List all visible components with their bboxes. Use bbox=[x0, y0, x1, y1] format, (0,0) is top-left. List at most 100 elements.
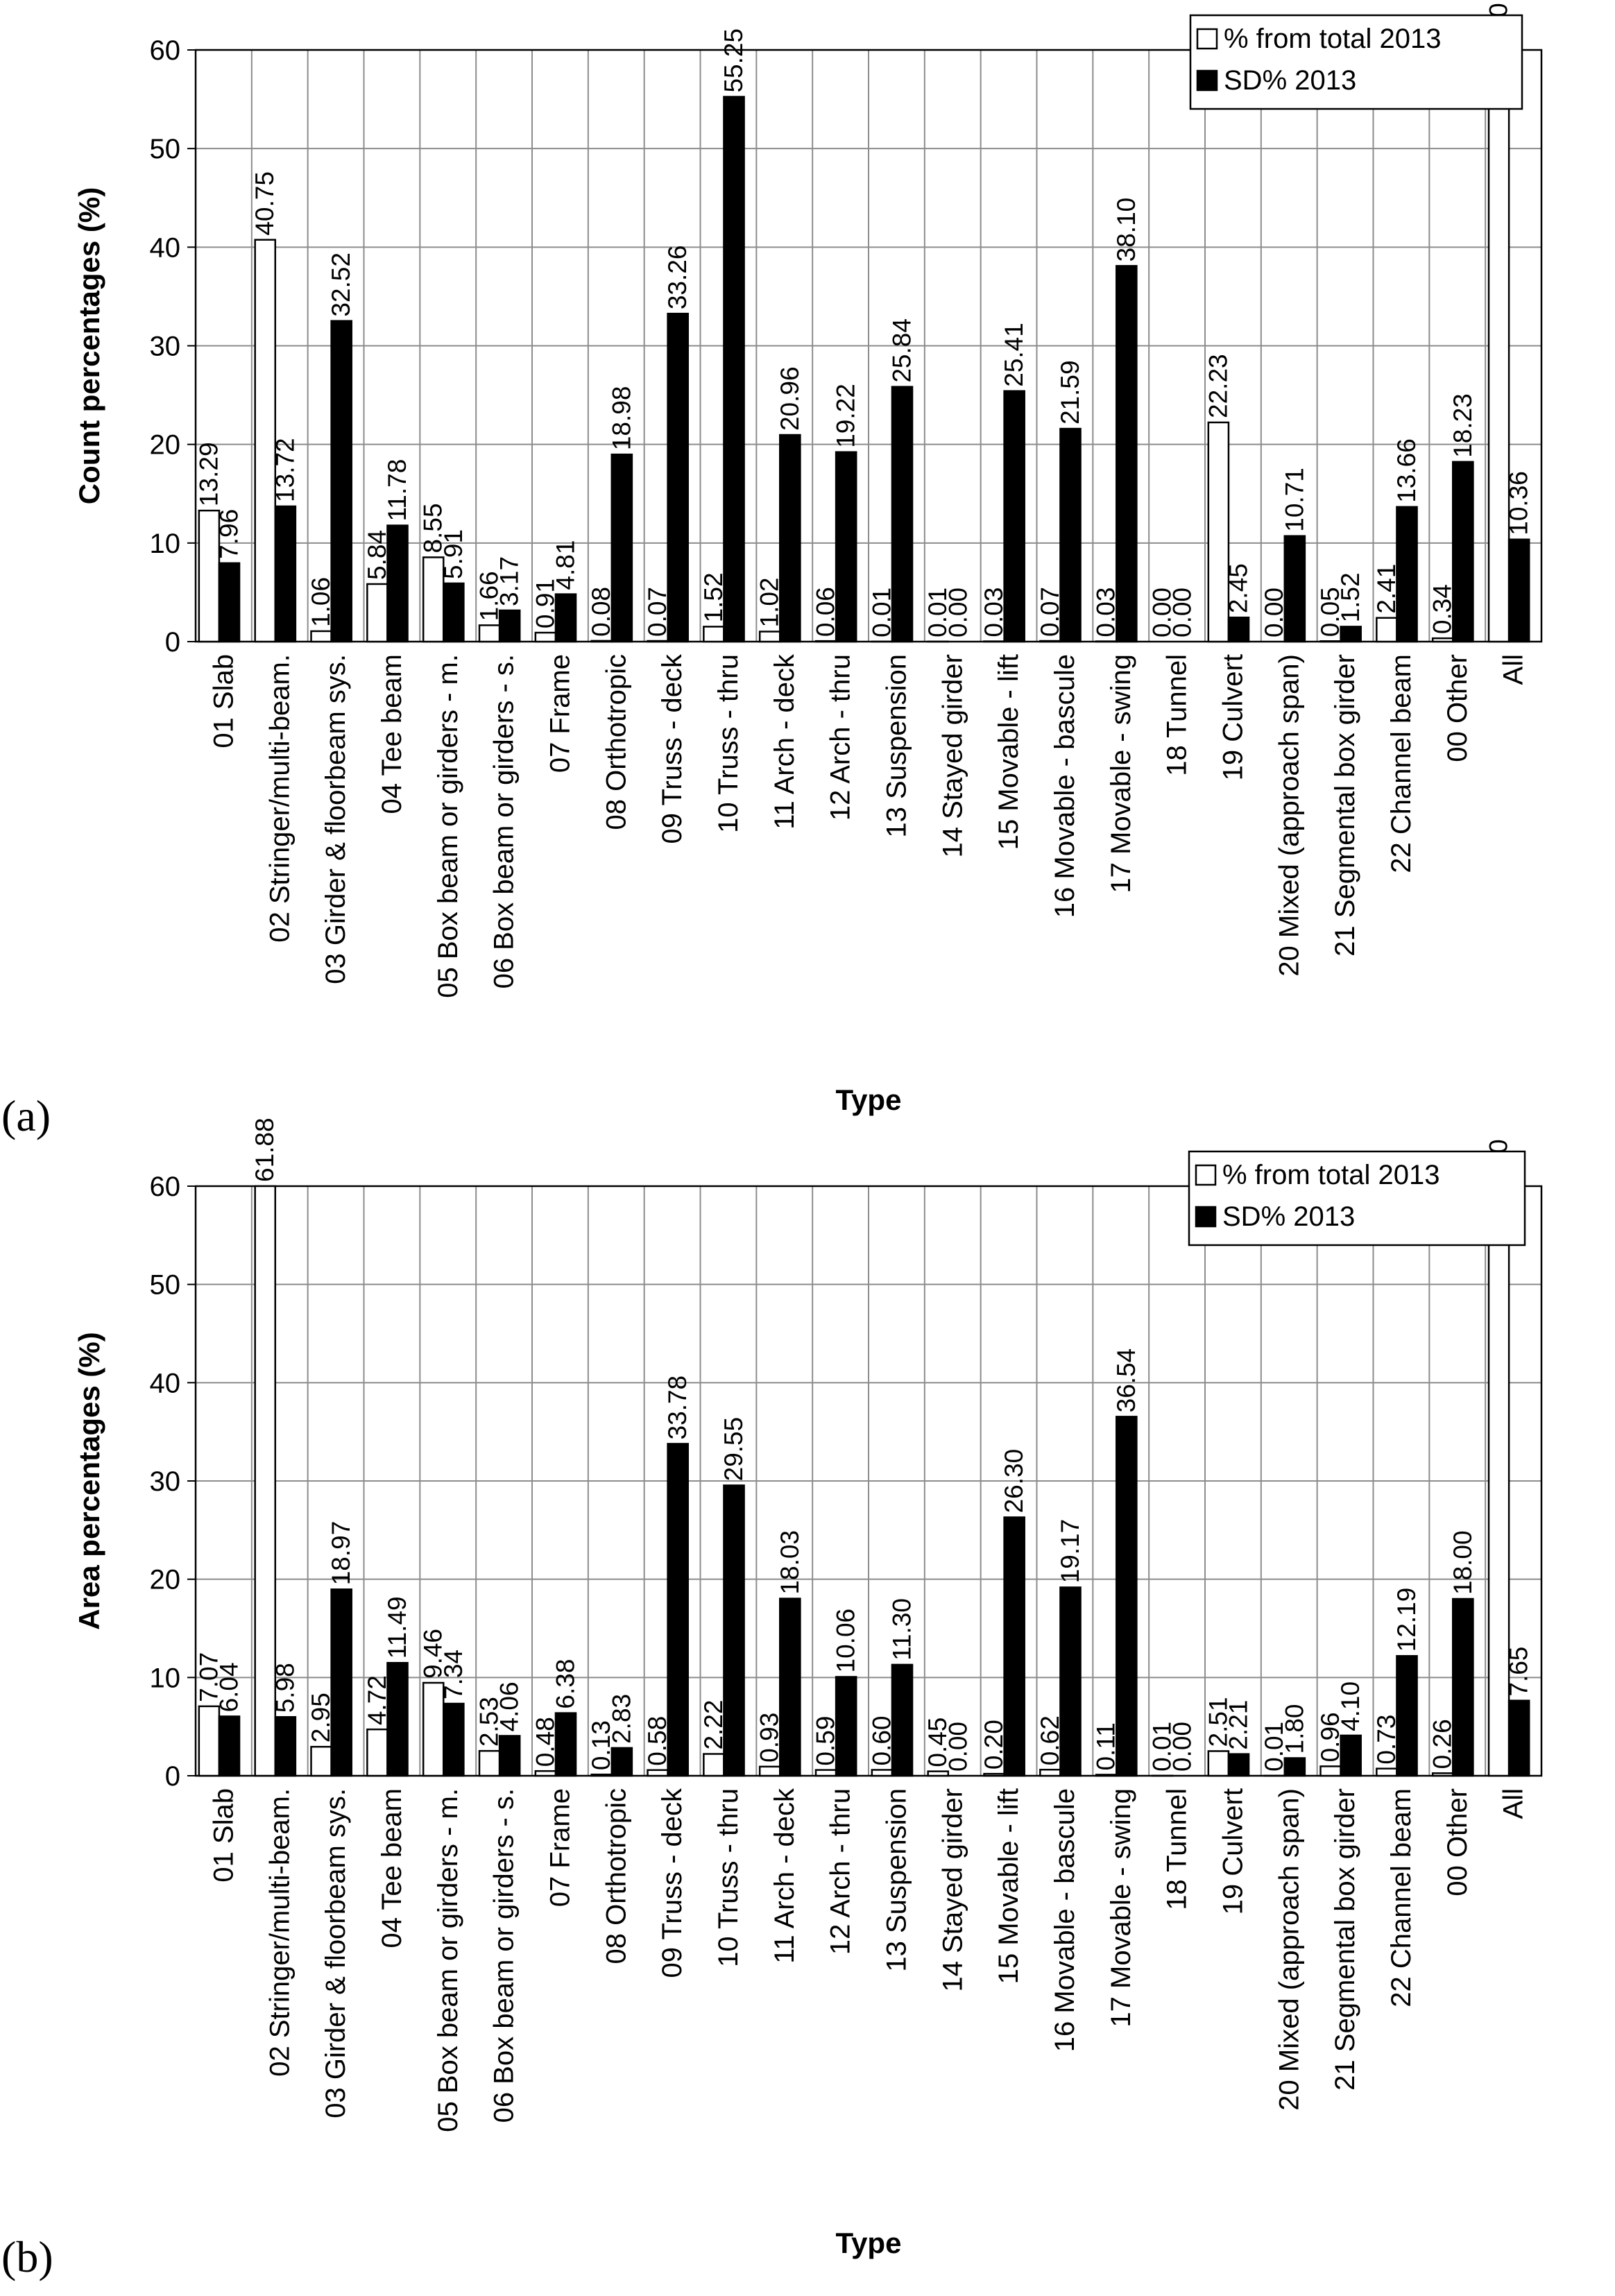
data-label: 0.05 bbox=[1316, 587, 1344, 637]
bar-total bbox=[310, 1745, 332, 1777]
data-label: 0.00 bbox=[1260, 588, 1288, 637]
data-label: 0.59 bbox=[812, 1716, 840, 1766]
data-label: 5.91 bbox=[439, 529, 468, 579]
bar-total bbox=[590, 640, 613, 643]
legend-swatch bbox=[1196, 69, 1218, 92]
data-label: 38.10 bbox=[1112, 198, 1140, 262]
bar-total bbox=[366, 1728, 388, 1777]
category-label: All bbox=[1498, 1788, 1529, 1819]
bar-sd bbox=[1340, 1734, 1362, 1777]
data-label: 7.65 bbox=[1505, 1647, 1533, 1697]
bar-sd bbox=[779, 1597, 801, 1777]
bar-total bbox=[310, 630, 332, 643]
data-label: 0.00 bbox=[1148, 588, 1177, 637]
category-label: 06 Box beam or girders - s. bbox=[489, 654, 520, 988]
plot-frame bbox=[194, 49, 1543, 643]
bar-total bbox=[534, 631, 557, 643]
bar-sd bbox=[891, 1663, 914, 1777]
bar-sd bbox=[610, 453, 633, 643]
bar-total bbox=[1095, 1774, 1118, 1777]
data-label: 2.22 bbox=[699, 1700, 728, 1750]
data-label: 2.21 bbox=[1224, 1700, 1253, 1750]
data-label: 61.88 bbox=[250, 1117, 279, 1182]
category-label: 00 Other bbox=[1442, 1788, 1473, 1896]
data-label: 0.08 bbox=[587, 587, 615, 637]
data-label: 33.26 bbox=[663, 246, 692, 310]
data-label: 0.01 bbox=[923, 588, 952, 637]
bar-total bbox=[478, 624, 501, 643]
bar-total bbox=[1431, 1772, 1454, 1777]
data-label: 0.73 bbox=[1372, 1715, 1401, 1765]
category-label: 16 Movable - bascule bbox=[1050, 654, 1080, 918]
bar-sd bbox=[274, 505, 297, 643]
data-label: 0.58 bbox=[643, 1716, 672, 1766]
bar-sd bbox=[554, 593, 577, 643]
bar-sd bbox=[1003, 1516, 1025, 1777]
category-label: 05 Box beam or girders - m. bbox=[433, 654, 463, 998]
data-label: 33.78 bbox=[663, 1376, 692, 1440]
data-label: 0.11 bbox=[1092, 1722, 1120, 1770]
legend-label: % from total 2013 bbox=[1224, 24, 1442, 54]
category-label: 19 Culvert bbox=[1217, 1788, 1248, 1914]
bar-sd bbox=[1003, 390, 1025, 643]
bar-sd bbox=[1340, 626, 1362, 643]
data-label: 0.48 bbox=[531, 1717, 559, 1767]
bar-total bbox=[1431, 637, 1454, 643]
category-label: 08 Orthotropic bbox=[601, 654, 631, 830]
data-label: 0.03 bbox=[980, 588, 1008, 637]
category-label: 03 Girder & floorbeam sys. bbox=[321, 1788, 351, 2118]
data-label: 4.06 bbox=[495, 1681, 524, 1731]
legend-label: % from total 2013 bbox=[1222, 1160, 1440, 1190]
data-label: 2.53 bbox=[475, 1697, 504, 1747]
bar-sd bbox=[779, 434, 801, 643]
y-tick-label: 20 bbox=[150, 1565, 181, 1595]
data-label: 5.98 bbox=[271, 1663, 299, 1713]
data-label: 11.30 bbox=[888, 1598, 916, 1661]
category-label: 21 Segmental box girder bbox=[1330, 1788, 1360, 2091]
category-label: 11 Arch - deck bbox=[769, 653, 800, 830]
bar-sd bbox=[1116, 265, 1138, 643]
bar-sd bbox=[330, 320, 352, 643]
data-label: 40.75 bbox=[250, 171, 279, 236]
category-label: 04 Tee beam bbox=[377, 1788, 407, 1948]
category-label: 15 Movable - lift bbox=[993, 1788, 1024, 1984]
data-label: 18.97 bbox=[327, 1521, 355, 1586]
bar-sd bbox=[386, 524, 409, 643]
data-label: 10.36 bbox=[1505, 471, 1533, 536]
bar-total bbox=[1039, 1768, 1061, 1777]
category-label: 02 Stringer/multi-beam. bbox=[264, 654, 295, 943]
category-label: 04 Tee beam bbox=[377, 654, 407, 814]
category-label: 22 Channel beam bbox=[1386, 654, 1417, 873]
bar-sd bbox=[723, 1484, 745, 1777]
legend-swatch bbox=[1195, 1164, 1217, 1186]
bar-total bbox=[1376, 617, 1398, 643]
bar-sd bbox=[498, 609, 521, 643]
category-label: 16 Movable - bascule bbox=[1050, 1788, 1080, 2052]
data-label: 12.19 bbox=[1392, 1588, 1421, 1652]
data-label: 29.55 bbox=[719, 1417, 748, 1482]
bar-sd bbox=[1507, 538, 1530, 643]
data-label: 0.00 bbox=[1168, 588, 1197, 637]
bar-sd bbox=[1059, 427, 1082, 643]
data-label: 6.38 bbox=[552, 1659, 580, 1709]
bar-sd bbox=[1396, 506, 1418, 643]
y-tick-label: 10 bbox=[150, 1663, 181, 1693]
category-label: 12 Arch - thru bbox=[826, 1788, 856, 1955]
bar-sd bbox=[443, 1702, 465, 1777]
data-label: 18.03 bbox=[776, 1530, 804, 1595]
bar-sd bbox=[443, 582, 465, 643]
y-tick-label: 40 bbox=[150, 1368, 181, 1398]
category-label: 17 Movable - swing bbox=[1106, 654, 1136, 893]
bar-sd bbox=[1227, 616, 1250, 643]
category-label: 12 Arch - thru bbox=[826, 654, 856, 821]
bar-total bbox=[814, 1769, 837, 1777]
bar-total bbox=[1376, 1767, 1398, 1777]
data-label: 0.07 bbox=[1036, 587, 1064, 637]
data-label: 4.10 bbox=[1336, 1681, 1365, 1731]
data-label: 2.41 bbox=[1372, 564, 1401, 614]
category-label: 20 Mixed (approach span) bbox=[1274, 654, 1304, 977]
data-label: 11.78 bbox=[383, 459, 411, 522]
data-label: 2.51 bbox=[1204, 1697, 1232, 1747]
y-tick-label: 60 bbox=[150, 35, 181, 66]
